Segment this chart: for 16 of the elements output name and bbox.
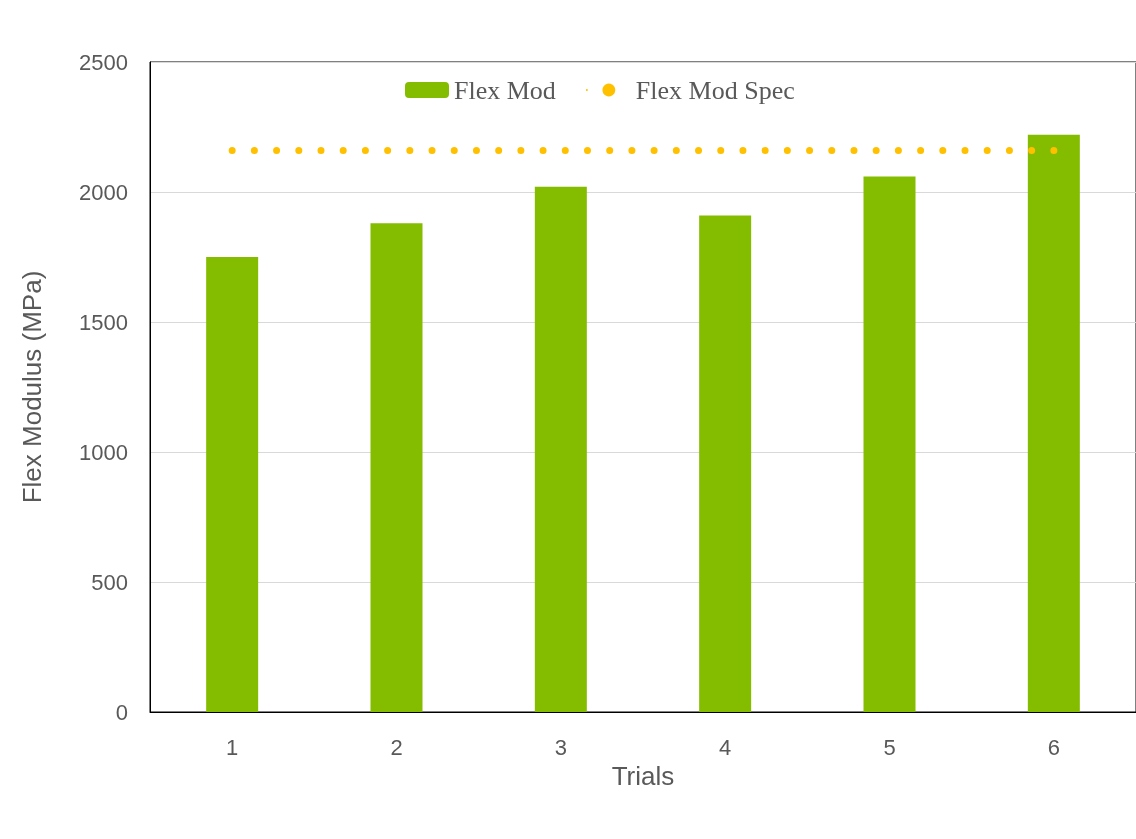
x-tick-label: 4 (719, 734, 732, 760)
y-tick-label: 2500 (79, 49, 128, 75)
y-axis-title: Flex Modulus (MPa) (17, 270, 47, 504)
legend-label: Flex Mod (454, 75, 556, 105)
x-tick-label: 5 (883, 734, 896, 760)
y-tick-label: 2000 (79, 179, 128, 205)
x-tick-label: 6 (1047, 734, 1060, 760)
legend-label: Flex Mod Spec (635, 75, 795, 105)
y-tick-label: 1500 (79, 309, 128, 335)
x-tick-label: 2 (390, 734, 403, 760)
y-tick-label: 0 (115, 699, 128, 725)
x-tick-label: 3 (554, 734, 567, 760)
y-tick-label: 500 (91, 569, 128, 595)
x-tick-label: 1 (226, 734, 239, 760)
x-axis-title: Trials (611, 760, 675, 791)
y-tick-label: 1000 (79, 439, 128, 465)
